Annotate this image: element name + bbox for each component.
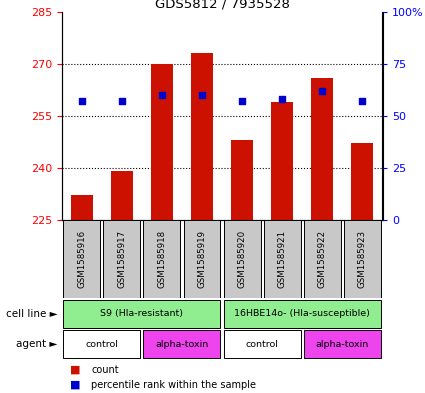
Bar xyxy=(344,220,381,298)
Bar xyxy=(224,220,261,298)
Bar xyxy=(63,299,221,328)
Bar xyxy=(103,220,140,298)
Bar xyxy=(184,220,221,298)
Bar xyxy=(271,102,293,220)
Text: GSM1585918: GSM1585918 xyxy=(157,230,167,288)
Text: GSM1585919: GSM1585919 xyxy=(198,230,207,288)
Bar xyxy=(351,143,374,220)
Bar xyxy=(304,220,341,298)
Text: count: count xyxy=(91,365,119,375)
Point xyxy=(159,92,165,98)
Point xyxy=(279,96,286,102)
Point xyxy=(359,98,366,104)
Text: GSM1585916: GSM1585916 xyxy=(77,230,86,288)
Title: GDS5812 / 7935528: GDS5812 / 7935528 xyxy=(155,0,289,11)
Text: alpha-toxin: alpha-toxin xyxy=(316,340,369,349)
Bar xyxy=(304,330,381,358)
Bar xyxy=(224,299,381,328)
Text: 16HBE14o- (Hla-susceptible): 16HBE14o- (Hla-susceptible) xyxy=(234,309,370,318)
Text: control: control xyxy=(85,340,118,349)
Point xyxy=(319,88,326,94)
Bar xyxy=(191,53,213,220)
Text: GSM1585920: GSM1585920 xyxy=(238,230,246,288)
Point xyxy=(198,92,205,98)
Bar xyxy=(63,220,100,298)
Point xyxy=(119,98,125,104)
Point xyxy=(239,98,246,104)
Bar xyxy=(144,330,221,358)
Text: alpha-toxin: alpha-toxin xyxy=(155,340,209,349)
Bar xyxy=(231,140,253,220)
Bar xyxy=(151,64,173,220)
Text: cell line ►: cell line ► xyxy=(6,309,57,319)
Bar xyxy=(311,78,333,220)
Text: GSM1585923: GSM1585923 xyxy=(358,230,367,288)
Bar xyxy=(224,330,300,358)
Bar xyxy=(63,330,140,358)
Bar xyxy=(111,171,133,220)
Bar xyxy=(71,195,93,220)
Bar xyxy=(144,220,180,298)
Text: GSM1585922: GSM1585922 xyxy=(318,230,327,288)
Point xyxy=(78,98,85,104)
Text: percentile rank within the sample: percentile rank within the sample xyxy=(91,380,256,389)
Text: agent ►: agent ► xyxy=(16,339,57,349)
Text: ■: ■ xyxy=(70,365,81,375)
Text: GSM1585917: GSM1585917 xyxy=(117,230,126,288)
Bar xyxy=(264,220,300,298)
Text: GSM1585921: GSM1585921 xyxy=(278,230,287,288)
Text: control: control xyxy=(246,340,279,349)
Text: ■: ■ xyxy=(70,380,81,389)
Text: S9 (Hla-resistant): S9 (Hla-resistant) xyxy=(100,309,183,318)
